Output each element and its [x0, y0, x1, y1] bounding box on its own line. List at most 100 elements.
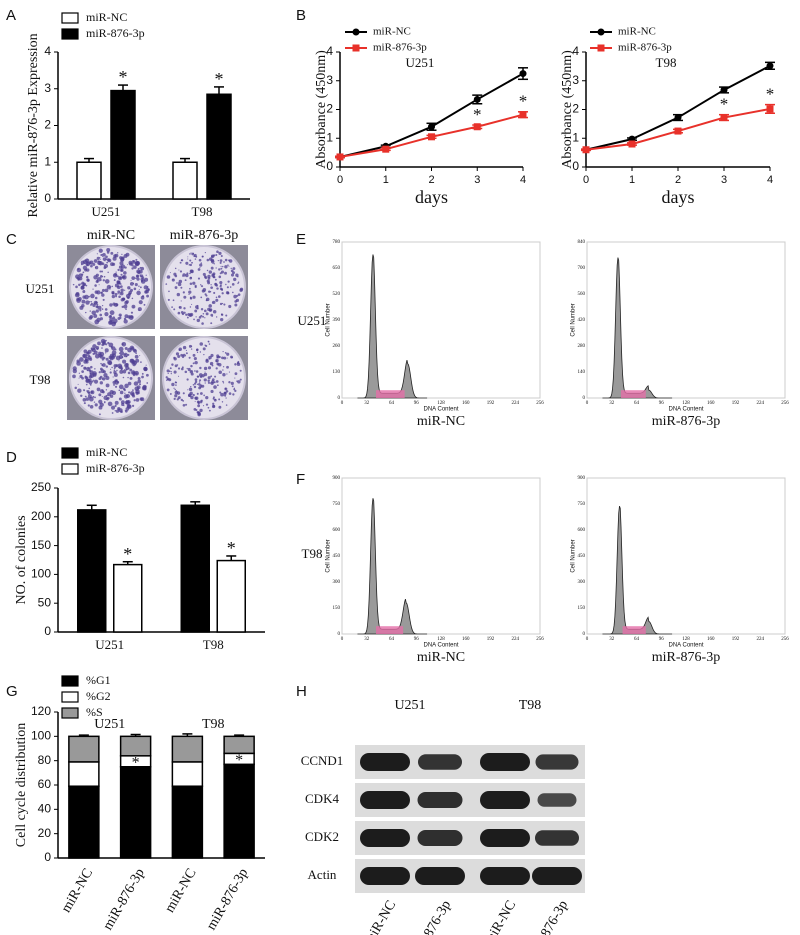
- y-tick-label: 1: [572, 130, 579, 144]
- colony-dot: [207, 381, 210, 384]
- colony-dot: [228, 381, 231, 384]
- colony-dot: [182, 275, 184, 277]
- bar-segment: [68, 735, 100, 763]
- colony-dot: [128, 315, 134, 320]
- colony-dot: [218, 275, 222, 279]
- colony-dot: [120, 400, 125, 405]
- colony-dot: [96, 256, 100, 260]
- colony-dot: [221, 356, 224, 360]
- colony-dot: [189, 253, 191, 255]
- colony-dot: [84, 375, 87, 378]
- colony-dot: [232, 267, 236, 271]
- colony-dot: [99, 381, 103, 385]
- colony-dot: [95, 346, 100, 350]
- colony-dot: [216, 287, 219, 290]
- colony-dot: [228, 259, 233, 263]
- colony-dot: [99, 389, 104, 394]
- colony-dot: [198, 258, 202, 262]
- colony-dot: [117, 290, 121, 294]
- colony-dot: [96, 317, 101, 323]
- colony-dot: [119, 261, 124, 266]
- colony-dot: [89, 404, 94, 409]
- y-tick-label: 140: [578, 370, 586, 375]
- colony-dot: [220, 267, 223, 270]
- colony-dot: [114, 348, 117, 351]
- colony-dot: [177, 282, 182, 287]
- y-tick-label: 3: [326, 73, 333, 87]
- colony-dot: [90, 384, 92, 386]
- y-tick-label: 260: [333, 344, 341, 349]
- point: [674, 114, 682, 122]
- legend-label: %G1: [86, 673, 111, 687]
- colony-dot: [219, 302, 223, 306]
- colony-dot: [233, 277, 237, 282]
- x-tick-label: miR-876-3p: [101, 866, 148, 933]
- colony-dot: [105, 339, 107, 342]
- x-tick-label: 256: [536, 637, 544, 642]
- colony-dot: [210, 389, 214, 394]
- x-tick-label: 160: [462, 637, 470, 642]
- colony-dot: [131, 267, 134, 270]
- colony-dot: [197, 268, 201, 271]
- colony-dot: [131, 276, 136, 280]
- colony-dot: [98, 371, 101, 374]
- colony-dot: [208, 290, 211, 293]
- colony-dot: [145, 386, 147, 388]
- colony-dot: [107, 401, 113, 407]
- bar-segment: [68, 785, 100, 859]
- colony-dot: [99, 317, 103, 321]
- annotation: *: [766, 85, 775, 104]
- colony-dot: [98, 351, 102, 355]
- annotation: *: [123, 544, 132, 564]
- colony-dot: [99, 309, 102, 312]
- colony-dot: [106, 247, 111, 252]
- colony-dot: [105, 357, 109, 361]
- colony-dot: [196, 351, 199, 354]
- bar: [172, 161, 198, 200]
- y-axis-label: Cell Number: [326, 303, 332, 336]
- y-axis-label: Cell Number: [571, 539, 577, 572]
- colony-dot: [173, 357, 177, 361]
- colony-dot: [124, 392, 126, 394]
- colony-dot: [146, 294, 149, 298]
- colony-dot: [109, 286, 111, 288]
- colony-dot: [143, 277, 149, 282]
- colony-dot: [137, 377, 141, 380]
- colony-dot: [226, 286, 229, 289]
- colony-dot: [196, 348, 199, 351]
- colony-dot: [119, 316, 122, 319]
- x-tick-label: miR-NC: [59, 866, 96, 915]
- colony-dot: [127, 347, 132, 353]
- colony-dot: [138, 289, 140, 291]
- x-tick-label: U251: [95, 637, 124, 652]
- colony-dot: [232, 393, 235, 396]
- colony-dot: [104, 312, 109, 317]
- colony-dot: [195, 305, 199, 309]
- colony-dot: [210, 286, 214, 290]
- colony-dot: [165, 283, 168, 285]
- colony-dot: [131, 297, 134, 300]
- colony-dot: [234, 300, 238, 303]
- colony-dot: [105, 343, 108, 346]
- colony-dot: [216, 356, 219, 359]
- s-phase: [376, 390, 405, 398]
- plot-label: miR-876-3p: [652, 414, 720, 429]
- colony-dot: [92, 344, 97, 349]
- colony-dot: [193, 256, 195, 258]
- colony-dot: [102, 298, 105, 301]
- row-label: U251: [26, 281, 55, 296]
- colony-dot: [82, 295, 86, 299]
- colony-dot: [100, 291, 103, 294]
- point: [428, 133, 435, 141]
- y-tick-label: 780: [333, 240, 341, 245]
- colony-dot: [140, 397, 145, 402]
- colony-dot: [222, 350, 224, 353]
- y-tick-label: 0: [583, 632, 586, 637]
- colony-dot: [173, 308, 176, 311]
- colony-dot: [204, 317, 206, 319]
- colony-dot: [102, 253, 106, 257]
- x-tick-label: miR-NC: [163, 866, 200, 915]
- colony-dot: [175, 390, 178, 392]
- colony-dot: [189, 282, 193, 286]
